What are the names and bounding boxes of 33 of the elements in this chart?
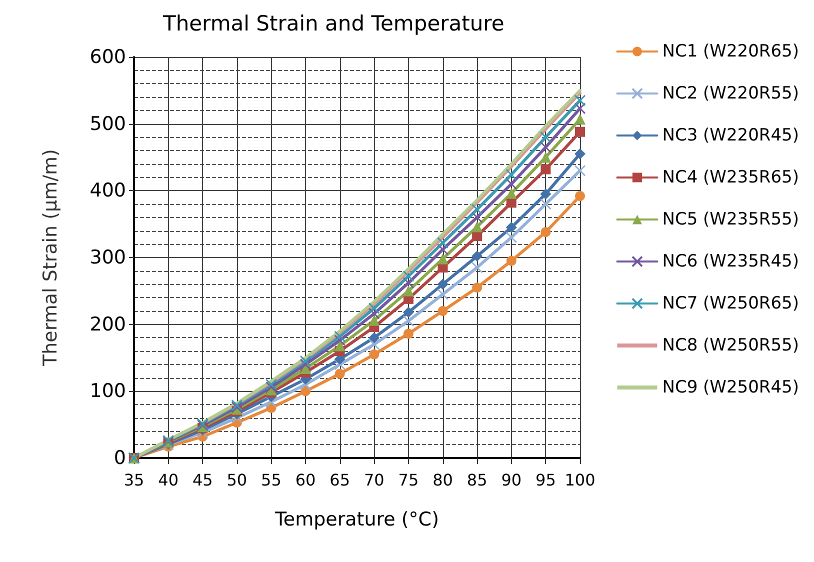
legend-label: NC6 (W235R45) xyxy=(662,252,800,272)
x-tick-label: 95 xyxy=(536,470,556,490)
chart-title: Thermal Strain and Temperature xyxy=(162,12,504,36)
legend-label: NC8 (W250R55) xyxy=(662,336,800,356)
x-tick-label: 100 xyxy=(564,470,596,490)
legend-label: NC2 (W220R55) xyxy=(662,84,800,104)
legend-label: NC7 (W250R65) xyxy=(662,294,800,314)
x-tick-label: 65 xyxy=(330,470,350,490)
y-tick-label: 400 xyxy=(90,180,126,202)
x-tick-label: 55 xyxy=(261,470,282,490)
x-tick-label: 50 xyxy=(226,470,248,490)
x-tick-label: 60 xyxy=(295,470,316,490)
y-tick-label: 100 xyxy=(90,380,126,402)
legend-label: NC5 (W235R55) xyxy=(662,210,800,230)
y-tick-label: 300 xyxy=(90,246,126,268)
x-tick-label: 70 xyxy=(364,470,384,490)
x-tick-label: 85 xyxy=(466,470,488,490)
x-tick-label: 40 xyxy=(158,470,178,490)
x-tick-label: 35 xyxy=(124,470,144,490)
legend-label: NC1 (W220R65) xyxy=(662,42,800,62)
x-tick-label: 80 xyxy=(432,470,453,490)
legend-label: NC9 (W250R45) xyxy=(662,378,800,398)
y-tick-label: 500 xyxy=(90,112,126,135)
y-tick-label: 0 xyxy=(114,447,126,469)
legend-label: NC4 (W235R65) xyxy=(662,168,800,188)
x-axis-title: Temperature (°C) xyxy=(274,508,439,530)
y-tick-label: 600 xyxy=(90,46,126,68)
y-tick-label: 200 xyxy=(90,313,126,336)
y-axis-title: Thermal Strain (μm/m) xyxy=(40,149,62,367)
x-tick-label: 75 xyxy=(398,470,419,490)
x-tick-label: 45 xyxy=(192,470,213,490)
legend-label: NC3 (W220R45) xyxy=(662,126,800,146)
x-tick-label: 90 xyxy=(501,470,522,490)
